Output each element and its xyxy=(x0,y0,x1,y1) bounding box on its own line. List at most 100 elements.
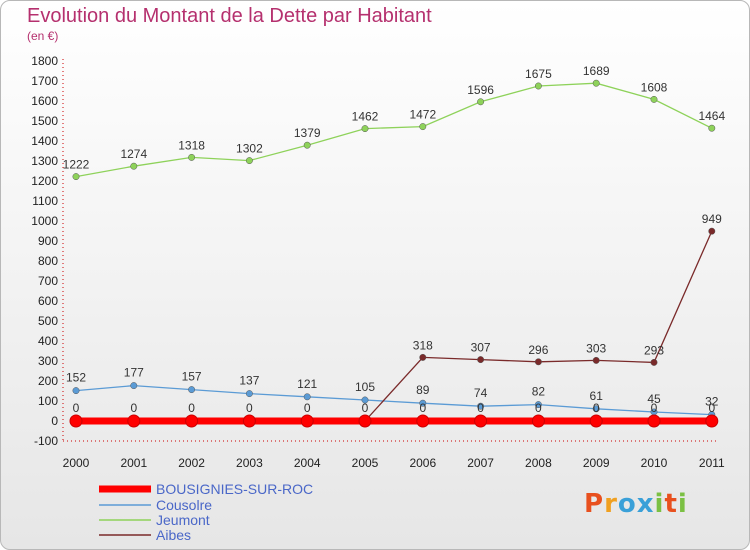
data-point xyxy=(534,401,542,409)
chart-subtitle: (en €) xyxy=(27,29,59,43)
data-label: 177 xyxy=(124,366,144,380)
y-tick-label: 1500 xyxy=(31,114,58,128)
data-point xyxy=(245,157,253,165)
data-label: 89 xyxy=(416,383,430,397)
x-tick-label: 2002 xyxy=(178,456,205,470)
data-label: 82 xyxy=(532,385,546,399)
data-point xyxy=(589,414,603,428)
x-tick-label: 2006 xyxy=(409,456,436,470)
data-label: 74 xyxy=(474,386,488,400)
data-label: 0 xyxy=(419,401,426,415)
data-label: 1274 xyxy=(120,147,147,161)
data-label: 1379 xyxy=(294,126,321,140)
data-label: 0 xyxy=(651,401,658,415)
data-label: 0 xyxy=(246,401,253,415)
y-tick-label: 200 xyxy=(38,374,58,388)
data-label: 1464 xyxy=(698,109,725,123)
data-label: 137 xyxy=(239,374,259,388)
data-label: 949 xyxy=(702,212,722,226)
data-label: 0 xyxy=(477,401,484,415)
data-point xyxy=(127,414,141,428)
data-point xyxy=(650,95,658,103)
data-label: 0 xyxy=(130,401,137,415)
data-point xyxy=(531,414,545,428)
y-tick-label: 0 xyxy=(51,414,58,428)
y-tick-label: 900 xyxy=(38,234,58,248)
data-label: 1462 xyxy=(352,110,379,124)
y-tick-label: 1200 xyxy=(31,174,58,188)
data-point xyxy=(592,405,600,413)
data-label: 0 xyxy=(535,401,542,415)
data-label: 0 xyxy=(304,401,311,415)
legend-label: Jeumont xyxy=(156,512,210,528)
data-point xyxy=(708,227,716,235)
data-label: 121 xyxy=(297,377,317,391)
x-tick-label: 2009 xyxy=(583,456,610,470)
y-tick-label: 1100 xyxy=(32,194,58,208)
series-line-2 xyxy=(75,82,713,178)
y-tick-label: 1400 xyxy=(31,134,58,148)
data-label: 1318 xyxy=(178,138,205,152)
data-label: 0 xyxy=(708,401,715,415)
x-tick-label: 2010 xyxy=(641,456,668,470)
x-tick-label: 2008 xyxy=(525,456,552,470)
data-label: 1222 xyxy=(63,158,90,172)
data-point xyxy=(416,414,430,428)
data-point xyxy=(592,79,600,87)
data-point xyxy=(650,358,658,366)
data-point xyxy=(534,358,542,366)
data-point xyxy=(130,162,138,170)
y-tick-label: 700 xyxy=(38,274,58,288)
data-point xyxy=(705,414,719,428)
data-label: 1689 xyxy=(583,64,610,78)
data-label: 1596 xyxy=(467,83,494,97)
y-tick-label: 400 xyxy=(38,334,58,348)
y-tick-label: 1000 xyxy=(31,214,58,228)
data-point xyxy=(300,414,314,428)
data-point xyxy=(303,141,311,149)
data-label: 0 xyxy=(593,401,600,415)
y-tick-label: 100 xyxy=(38,394,58,408)
data-point xyxy=(708,124,716,132)
data-point xyxy=(358,414,372,428)
data-label: 157 xyxy=(182,370,202,384)
data-point xyxy=(534,82,542,90)
data-point xyxy=(592,356,600,364)
data-label: 318 xyxy=(413,338,433,352)
logo-letter: i xyxy=(654,489,665,519)
x-tick-label: 2004 xyxy=(294,456,321,470)
data-label: 1675 xyxy=(525,67,552,81)
x-tick-label: 2000 xyxy=(63,456,90,470)
data-label: 0 xyxy=(188,401,195,415)
data-label: 105 xyxy=(355,380,375,394)
data-point xyxy=(361,125,369,133)
data-point xyxy=(69,414,83,428)
y-tick-label: 800 xyxy=(38,254,58,268)
data-point xyxy=(419,123,427,131)
y-tick-label: 600 xyxy=(38,294,58,308)
series-line-3 xyxy=(76,230,713,422)
data-point xyxy=(419,399,427,407)
data-label: 1472 xyxy=(409,108,436,122)
data-point xyxy=(647,414,661,428)
logo-letter: r xyxy=(604,489,618,519)
data-point xyxy=(303,393,311,401)
data-point xyxy=(242,414,256,428)
data-point xyxy=(477,98,485,106)
data-label: 45 xyxy=(647,392,661,406)
legend-label: Cousolre xyxy=(156,497,212,513)
x-tick-label: 2003 xyxy=(236,456,263,470)
y-tick-label: -100 xyxy=(34,434,58,448)
x-tick-label: 2007 xyxy=(467,456,494,470)
data-point xyxy=(477,402,485,410)
data-point xyxy=(72,173,80,181)
data-label: 1608 xyxy=(641,80,668,94)
logo-letter: P xyxy=(584,489,605,519)
x-tick-label: 2001 xyxy=(120,456,147,470)
data-point xyxy=(361,396,369,404)
data-label: 1302 xyxy=(236,142,263,156)
logo-letter: o xyxy=(617,489,637,519)
data-label: 293 xyxy=(644,343,664,357)
